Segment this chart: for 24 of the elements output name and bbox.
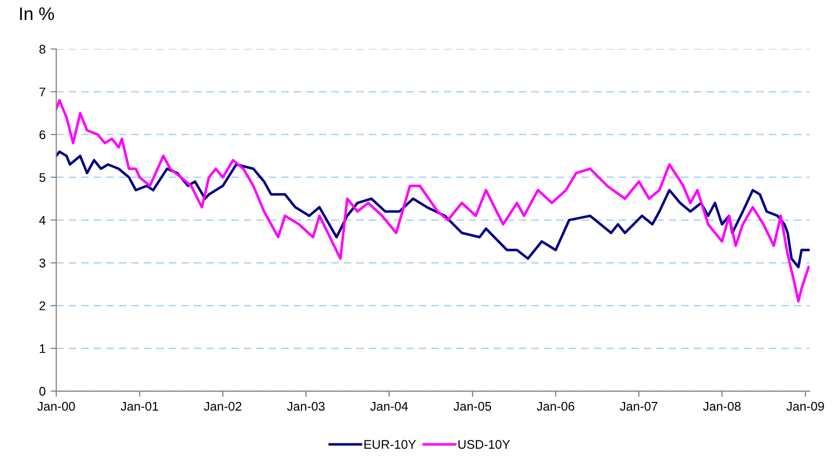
y-tick-label: 0	[39, 386, 46, 396]
x-tick-label: Jan-02	[204, 402, 242, 411]
y-axis-title: In %	[20, 7, 54, 20]
y-tick-label: 3	[39, 258, 46, 268]
x-tick-label: Jan-00	[37, 402, 75, 411]
x-tick-label: Jan-01	[120, 402, 158, 411]
x-tick-label: Jan-07	[620, 402, 658, 411]
legend-label: USD-10Y	[458, 440, 510, 449]
x-tick-label: Jan-03	[287, 402, 325, 411]
y-tick-label: 5	[39, 173, 46, 182]
y-tick-label: 4	[39, 216, 46, 225]
legend-label: EUR-10Y	[364, 440, 416, 449]
x-tick-label: Jan-06	[536, 402, 574, 411]
y-tick-label: 1	[40, 344, 46, 353]
y-tick-label: 7	[40, 88, 46, 96]
line-series	[56, 99, 810, 303]
y-tick-label: 6	[40, 130, 46, 140]
x-tick-label: Jan-08	[703, 402, 741, 411]
x-tick-label: Jan-09	[786, 402, 824, 411]
y-tick-label: 2	[40, 301, 46, 310]
line-series	[56, 150, 810, 268]
x-tick-label: Jan-05	[454, 402, 492, 411]
y-tick-label: 8	[39, 44, 46, 54]
x-tick-label: Jan-04	[370, 402, 408, 411]
